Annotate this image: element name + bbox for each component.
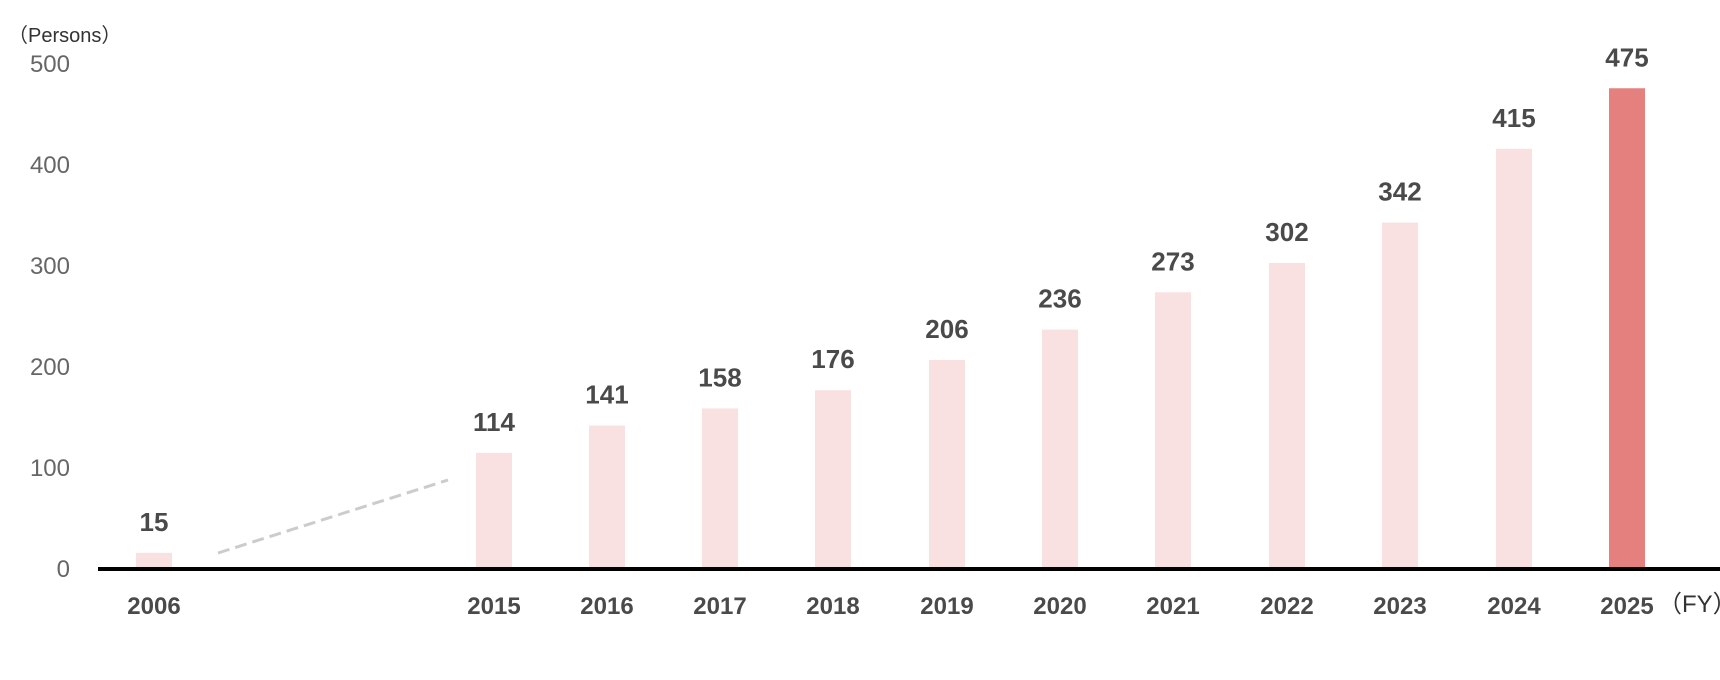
x-tick-label-2016: 2016 — [580, 593, 633, 620]
bar-2025 — [1609, 88, 1645, 568]
x-tick-label-2022: 2022 — [1260, 593, 1313, 620]
data-label-2018: 176 — [811, 344, 854, 374]
x-tick-label-2018: 2018 — [806, 593, 859, 620]
data-label-2025: 475 — [1605, 42, 1648, 72]
x-tick-label-2019: 2019 — [920, 593, 973, 620]
data-label-2006: 15 — [140, 507, 169, 537]
y-tick-label: 400 — [30, 152, 70, 179]
data-label-2020: 236 — [1038, 284, 1081, 314]
bar-2024 — [1496, 148, 1532, 568]
bars — [136, 88, 1645, 568]
data-label-2016: 141 — [585, 380, 628, 410]
bar-2015 — [476, 452, 512, 568]
y-tick-label: 500 — [30, 51, 70, 78]
data-label-2024: 415 — [1492, 103, 1535, 133]
y-axis-ticks: 0 100 200 300 400 500 — [30, 51, 70, 583]
bar-2019 — [929, 359, 965, 568]
y-axis-unit-label: （Persons） — [8, 24, 121, 47]
bar-2020 — [1042, 329, 1078, 568]
bar-2023 — [1382, 222, 1418, 568]
x-tick-label-2020: 2020 — [1033, 593, 1086, 620]
data-label-2015: 114 — [473, 407, 515, 437]
x-tick-label-2015: 2015 — [467, 593, 520, 620]
data-label-2021: 273 — [1151, 246, 1194, 276]
y-tick-label: 100 — [30, 455, 70, 482]
x-tick-label-2023: 2023 — [1373, 593, 1426, 620]
x-tick-label-2021: 2021 — [1146, 593, 1199, 620]
data-labels: 15 114 141 158 176 206 236 273 302 342 415 475 — [140, 42, 1649, 537]
bar-2021 — [1155, 292, 1191, 568]
bar-2018 — [815, 390, 851, 568]
data-label-2023: 342 — [1378, 177, 1421, 207]
axis-break-line — [217, 478, 449, 555]
x-axis-unit-label: （FY） — [1658, 591, 1720, 618]
x-axis-ticks: 2006 2015 2016 2017 2018 2019 2020 2021 2022 2023… — [127, 593, 1653, 620]
bar-2016 — [589, 425, 625, 568]
bar-2017 — [702, 408, 738, 568]
x-tick-label-2006: 2006 — [127, 593, 180, 620]
data-label-2019: 206 — [925, 314, 968, 344]
x-tick-label-2025: 2025 — [1600, 593, 1653, 620]
y-tick-label: 200 — [30, 354, 70, 381]
bar-2006 — [136, 552, 172, 568]
x-tick-label-2017: 2017 — [693, 593, 746, 620]
y-tick-label: 300 — [30, 253, 70, 280]
bar-2022 — [1269, 262, 1305, 568]
data-label-2022: 302 — [1265, 217, 1308, 247]
x-tick-label-2024: 2024 — [1487, 593, 1541, 620]
data-label-2017: 158 — [698, 362, 741, 392]
y-tick-label: 0 — [57, 556, 70, 583]
